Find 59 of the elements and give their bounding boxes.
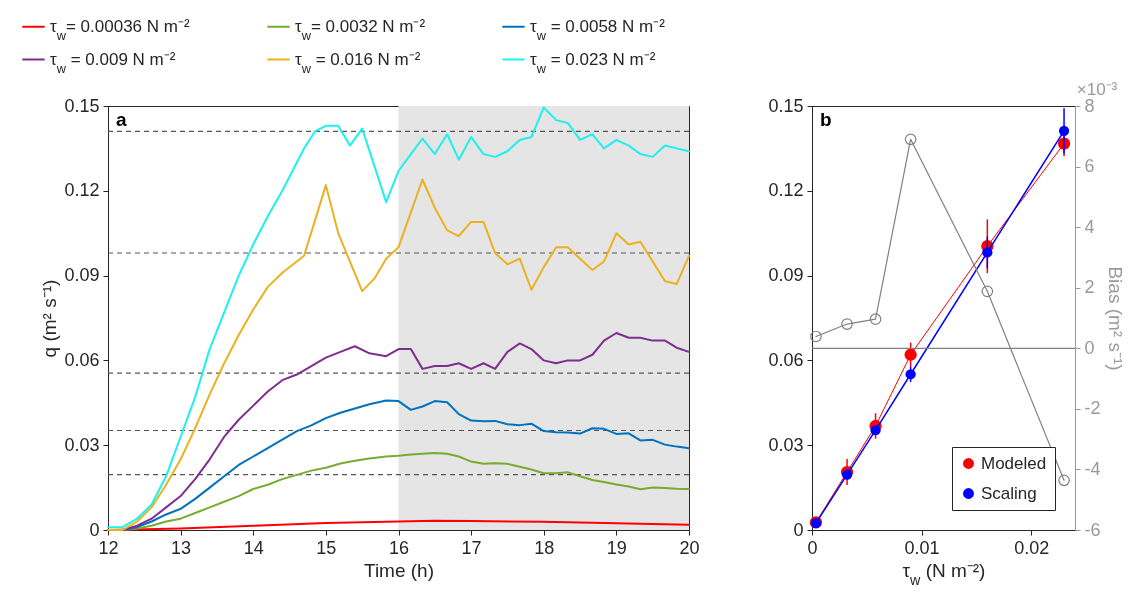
point [870,425,881,436]
x-tick-label: 20 [679,537,700,558]
x-tick-label: 13 [171,537,192,558]
legend-label: τ$_{w}$ = 0.009 N m⁻² [50,49,176,75]
x-tick-label: 0.01 [904,537,940,558]
x-tick-label: 14 [243,537,264,558]
y2-tick-label: -2 [1084,398,1101,419]
y-tick-label: 0.15 [64,95,100,116]
y-tick-label: 0 [793,519,804,540]
point [841,318,853,330]
legend-label: τ$_{w}$= 0.00036 N m⁻² [50,16,190,43]
y-tick-label: 0.09 [768,265,804,286]
x-tick-label: 15 [316,537,337,558]
y-tick-label: 0.06 [64,349,100,370]
point [981,285,994,298]
y-tick-label: 0.12 [64,180,100,201]
y2-tick-label: -6 [1084,519,1101,540]
y2-tick-label: 4 [1084,216,1095,237]
x-tick-label: 19 [606,537,627,558]
legend-label: τ$_{w}$ = 0.016 N m⁻² [295,49,421,75]
point [904,348,917,361]
y-tick-label: 0.09 [64,265,100,286]
x-tick-label: 0 [807,537,818,558]
x-tick-label: 16 [388,537,410,558]
y-tick-label: 0 [89,519,100,540]
point [810,330,822,343]
y-tick-label: 0.03 [768,434,804,455]
y2-tick-label: 0 [1084,337,1095,358]
x-tick-label: 17 [461,537,482,558]
y2-tick-label: 2 [1084,277,1095,298]
point [1058,474,1070,487]
x-tick-label: 18 [534,537,555,558]
y2-tick-label: 6 [1084,156,1095,177]
y-tick-label: 0.12 [768,180,804,201]
point [905,369,916,380]
x-tick-label: 12 [98,537,119,558]
point [841,469,853,480]
point [982,247,993,258]
line-series [107,106,690,529]
y-axis-title: q (m² s⁻¹) [39,279,61,358]
legend-label: τ$_{w}$ = 0.0058 N m⁻² [530,16,666,43]
y2-axis-title: Bias (m² s⁻¹) [1104,266,1126,371]
annotation: b [820,109,832,130]
point [1058,125,1070,136]
legend-label: Modeled [981,453,1047,473]
y-tick-label: 0.03 [64,434,100,455]
annotation: a [116,109,127,130]
y-tick-label: 0.15 [768,95,804,116]
legend-label: τ$_{w}$ = 0.023 N m⁻² [530,49,656,75]
y-tick-label: 0.06 [768,349,804,370]
legend-label: τ$_{w}$= 0.0032 N m⁻² [295,16,426,43]
x-tick-label: 0.02 [1014,537,1050,558]
line-series [107,178,690,531]
point [904,133,917,146]
y2-tick-label: -4 [1084,458,1101,479]
x-axis-title: Time (h) [363,559,435,581]
point [869,313,882,326]
legend-label: Scaling [981,483,1037,503]
x-axis-title: τ$_{w}$ (N m⁻²) [902,559,986,588]
